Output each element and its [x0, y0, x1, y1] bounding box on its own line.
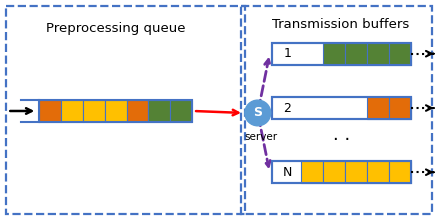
Bar	[323, 43, 345, 65]
Bar	[61, 100, 83, 122]
Bar	[39, 100, 192, 122]
Text: 1: 1	[284, 47, 292, 60]
Bar	[105, 100, 127, 122]
Bar	[241, 6, 431, 214]
Text: N: N	[283, 166, 292, 179]
Bar	[301, 161, 323, 183]
Text: 2: 2	[284, 101, 292, 115]
Bar	[367, 161, 389, 183]
Circle shape	[245, 100, 271, 126]
Bar	[272, 161, 411, 183]
Text: S: S	[253, 106, 262, 119]
Bar	[170, 100, 192, 122]
Bar	[127, 100, 148, 122]
Text: server: server	[244, 132, 277, 142]
Bar	[272, 161, 411, 183]
Text: Preprocessing queue: Preprocessing queue	[46, 22, 185, 35]
Bar	[39, 100, 61, 122]
Bar	[7, 6, 245, 214]
Bar	[272, 97, 411, 119]
Text: · ·: · ·	[332, 131, 350, 149]
Bar	[389, 43, 411, 65]
Bar	[389, 97, 411, 119]
Bar	[367, 97, 389, 119]
Bar	[272, 43, 411, 65]
Bar	[323, 161, 345, 183]
Bar	[272, 43, 411, 65]
Bar	[389, 161, 411, 183]
Bar	[345, 43, 367, 65]
Text: Transmission buffers: Transmission buffers	[272, 18, 409, 31]
Bar	[345, 161, 367, 183]
Bar	[367, 43, 389, 65]
Bar	[272, 97, 411, 119]
Bar	[148, 100, 170, 122]
Bar	[83, 100, 105, 122]
